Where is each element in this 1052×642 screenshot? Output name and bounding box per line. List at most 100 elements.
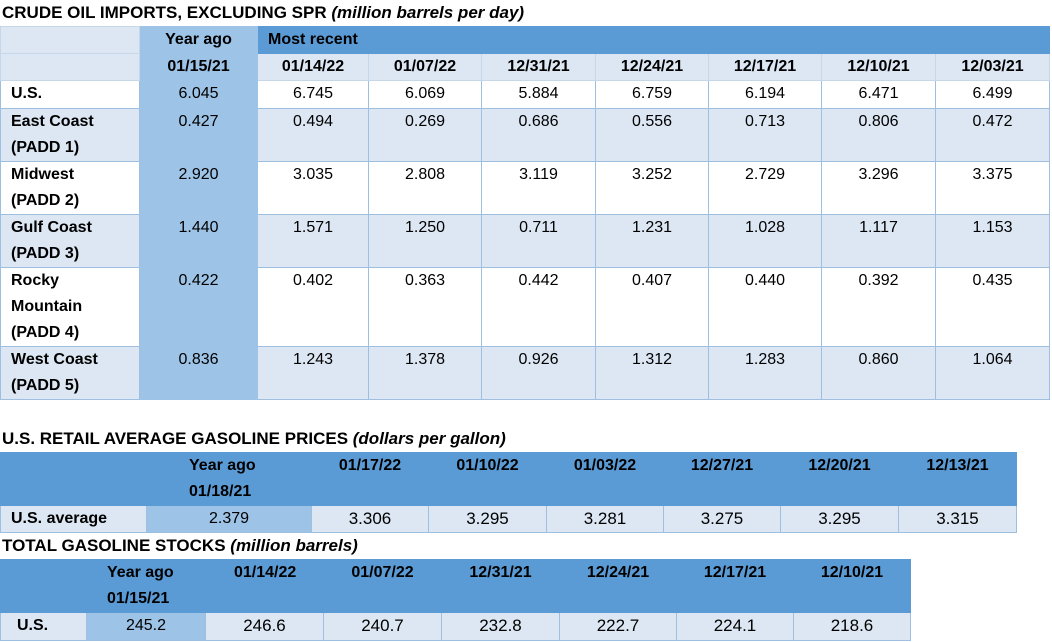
value-cell: 0.440 (708, 267, 822, 347)
year-ago-date: 01/18/21 (189, 483, 252, 500)
value-cell: 1.571 (257, 214, 369, 268)
year-ago-date: 01/15/21 (107, 590, 170, 607)
row-label: Rocky Mountain (PADD 4) (0, 267, 140, 347)
gasoline-prices-title-text: U.S. RETAIL AVERAGE GASOLINE PRICES (2, 429, 349, 448)
header-blank-cell (0, 452, 147, 506)
date-header: 12/24/21 (595, 53, 709, 81)
table-row: U.S. 6.045 6.745 6.069 5.884 6.759 6.194 6.471 6… (0, 80, 1051, 109)
row-label: U.S. average (0, 505, 147, 533)
row-label: East Coast (PADD 1) (0, 108, 140, 162)
value-cell: 0.686 (481, 108, 596, 162)
value-cell: 3.281 (546, 505, 664, 533)
value-cell: 1.250 (368, 214, 482, 268)
value-cell: 3.035 (257, 161, 369, 215)
value-cell: 0.435 (934, 267, 1051, 347)
row-label-line: East Coast (11, 113, 94, 130)
value-cell: 3.275 (663, 505, 781, 533)
table-row: Rocky Mountain (PADD 4) 0.422 0.402 0.363 0.44… (0, 267, 1051, 347)
table-row: West Coast (PADD 5) 0.836 1.243 1.378 0.926 1.… (0, 346, 1051, 400)
row-label-line: (PADD 4) (11, 324, 80, 341)
most-recent-label: Most recent (256, 26, 1051, 54)
gasoline-prices-unit: (dollars per gallon) (352, 429, 506, 448)
year-ago-value: 0.422 (139, 267, 258, 347)
value-cell: 1.243 (257, 346, 369, 400)
date-header: 01/14/22 (205, 559, 324, 613)
value-cell: 0.494 (257, 108, 369, 162)
value-cell: 0.860 (821, 346, 936, 400)
value-cell: 222.7 (559, 612, 677, 641)
year-ago-value: 2.379 (146, 505, 312, 533)
value-cell: 0.713 (708, 108, 822, 162)
date-header: 01/07/22 (368, 53, 482, 81)
row-label-line: (PADD 1) (11, 139, 80, 156)
value-cell: 0.472 (934, 108, 1051, 162)
gasoline-prices-header-row: Year ago 01/18/21 01/17/22 01/10/22 01/0… (0, 452, 1017, 506)
date-header: 12/03/21 (934, 53, 1051, 81)
value-cell: 1.378 (368, 346, 482, 400)
date-header: 12/31/21 (441, 559, 560, 613)
value-cell: 0.711 (481, 214, 596, 268)
row-label-line: (PADD 3) (11, 245, 80, 262)
value-cell: 0.556 (595, 108, 709, 162)
year-ago-value: 245.2 (86, 612, 206, 641)
crude-oil-date-row: 01/15/21 01/14/22 01/07/22 12/31/21 12/2… (0, 53, 1051, 81)
value-cell: 224.1 (676, 612, 794, 641)
row-label: Gulf Coast (PADD 3) (0, 214, 140, 268)
year-ago-value: 0.836 (139, 346, 258, 400)
row-label-line: Rocky (11, 272, 60, 289)
year-ago-label: Year ago (107, 564, 174, 581)
row-label: U.S. (0, 612, 87, 641)
date-blank-cell (0, 53, 140, 81)
value-cell: 1.064 (934, 346, 1051, 400)
row-label: West Coast (PADD 5) (0, 346, 140, 400)
gasoline-stocks-header-row: Year ago 01/15/21 01/14/22 01/07/22 12/3… (0, 559, 911, 613)
date-header: 01/14/22 (257, 53, 369, 81)
value-cell: 3.375 (934, 161, 1051, 215)
crude-oil-title: CRUDE OIL IMPORTS, EXCLUDING SPR (millio… (2, 2, 524, 24)
row-label-line: Midwest (11, 166, 75, 183)
crude-oil-table: Year ago Most recent 01/15/21 01/14/22 0… (0, 26, 1051, 400)
value-cell: 1.153 (934, 214, 1051, 268)
value-cell: 6.745 (257, 80, 369, 109)
date-header: 01/17/22 (311, 452, 429, 506)
gasoline-stocks-title: TOTAL GASOLINE STOCKS (million barrels) (2, 535, 358, 557)
value-cell: 1.117 (821, 214, 936, 268)
value-cell: 3.295 (780, 505, 899, 533)
date-header: 12/27/21 (663, 452, 781, 506)
value-cell: 218.6 (793, 612, 911, 641)
year-ago-value: 6.045 (139, 80, 258, 109)
row-label-line: Gulf Coast (11, 219, 92, 236)
row-label-line: Mountain (11, 298, 83, 315)
value-cell: 6.499 (934, 80, 1051, 109)
year-ago-label: Year ago (189, 457, 256, 474)
crude-oil-header-row: Year ago Most recent (0, 26, 1051, 54)
date-header: 12/13/21 (898, 452, 1017, 506)
date-header: 12/10/21 (821, 53, 936, 81)
date-header: 01/03/22 (546, 452, 664, 506)
value-cell: 0.926 (481, 346, 596, 400)
row-label: Midwest (PADD 2) (0, 161, 140, 215)
crude-oil-unit: (million barrels per day) (331, 3, 525, 22)
date-header: 01/15/21 (139, 53, 258, 81)
value-cell: 1.028 (708, 214, 822, 268)
value-cell: 240.7 (323, 612, 442, 641)
value-cell: 3.295 (428, 505, 547, 533)
value-cell: 3.296 (821, 161, 936, 215)
value-cell: 0.806 (821, 108, 936, 162)
header-blank-cell (0, 26, 140, 54)
value-cell: 0.363 (368, 267, 482, 347)
value-cell: 3.119 (481, 161, 596, 215)
table-row: East Coast (PADD 1) 0.427 0.494 0.269 0.686 0.… (0, 108, 1051, 162)
value-cell: 3.306 (311, 505, 429, 533)
value-cell: 0.269 (368, 108, 482, 162)
value-cell: 0.402 (257, 267, 369, 347)
table-row: U.S. 245.2 246.6 240.7 232.8 222.7 224.1… (0, 612, 911, 641)
row-label: U.S. (0, 80, 140, 109)
gasoline-stocks-title-text: TOTAL GASOLINE STOCKS (2, 536, 226, 555)
year-ago-value: 0.427 (139, 108, 258, 162)
value-cell: 232.8 (441, 612, 560, 641)
year-ago-value: 2.920 (139, 161, 258, 215)
date-header: 01/10/22 (428, 452, 547, 506)
value-cell: 0.442 (481, 267, 596, 347)
value-cell: 6.471 (821, 80, 936, 109)
